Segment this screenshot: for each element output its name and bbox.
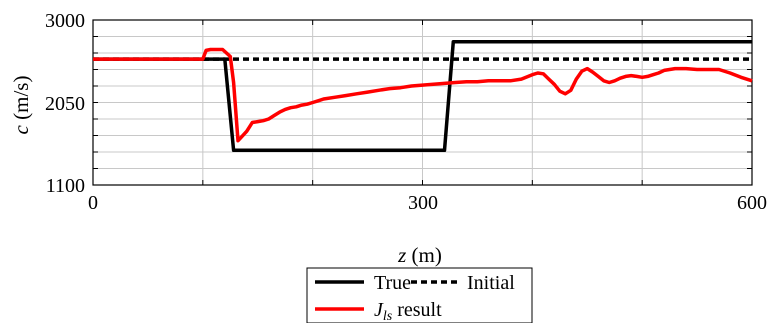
legend-box: [306, 267, 533, 323]
y-tick-label: 2050: [45, 93, 85, 115]
series-layer: [93, 39, 753, 153]
x-tick-label: 0: [88, 192, 98, 214]
axis-ticks: [92, 19, 753, 186]
y-axis-label: c (m/s): [9, 76, 33, 135]
legend: True Initial Jls result: [306, 267, 533, 323]
legend-label-initial: Initial: [467, 272, 515, 294]
legend-label-jls: Jls result: [374, 299, 442, 323]
series-jls-line: [93, 47, 753, 143]
legend-label-true: True: [374, 272, 411, 294]
x-tick-label: 300: [408, 192, 438, 214]
y-axis-unit: (m/s): [9, 76, 33, 120]
y-tick-label: 3000: [45, 10, 85, 32]
x-tick-label: 600: [737, 192, 767, 214]
x-axis-variable: z: [397, 243, 406, 267]
y-axis-variable: c: [9, 124, 33, 134]
x-axis-label: z (m): [397, 243, 442, 267]
y-tick-label: 1100: [46, 175, 85, 197]
x-axis-unit: (m): [412, 243, 442, 267]
grid: [92, 19, 753, 186]
